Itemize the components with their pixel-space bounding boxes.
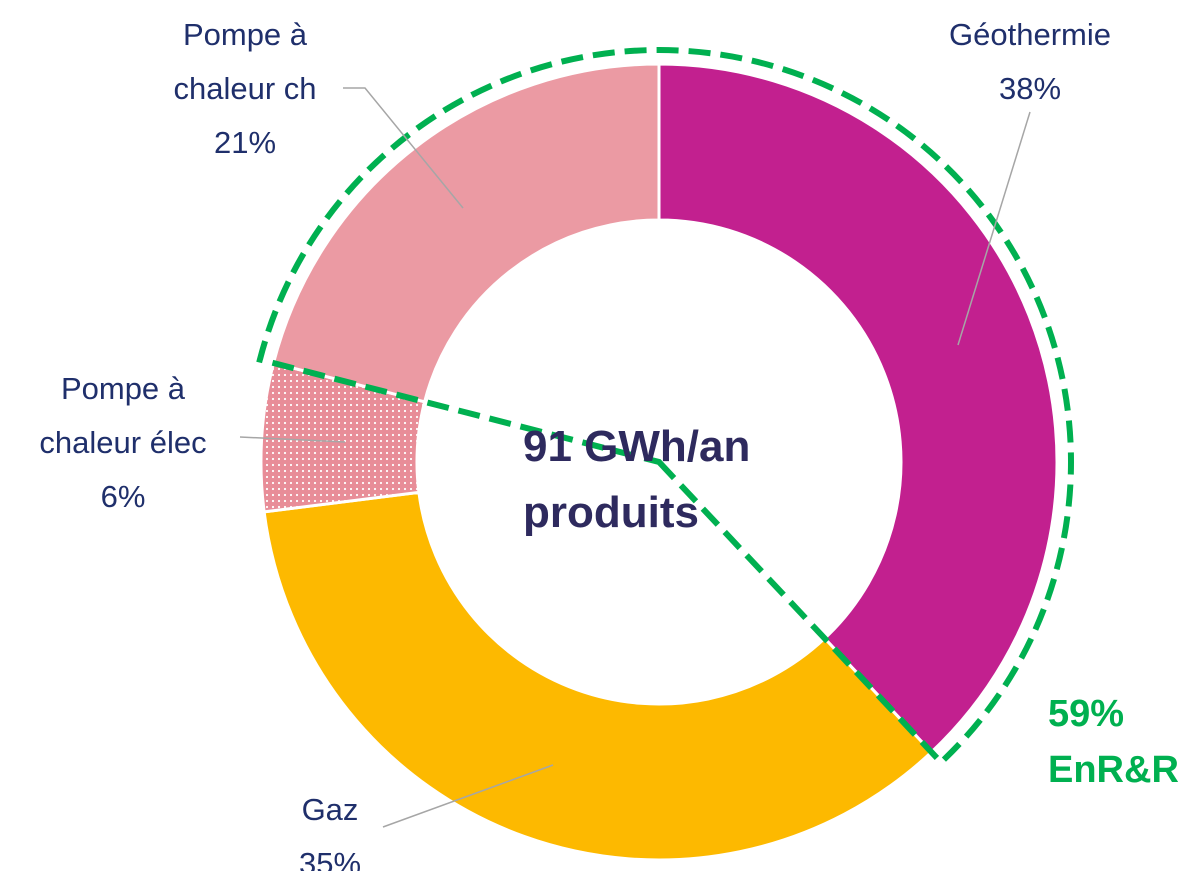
highlight-outline	[256, 47, 1074, 767]
center-text: 91 GWh/an produits	[523, 414, 750, 546]
slice	[262, 490, 934, 862]
category-label: Géothermie	[949, 17, 1111, 52]
highlight-label: 59% EnR&R	[1048, 686, 1179, 798]
value-label: 38%	[998, 71, 1062, 106]
category-label: Pompe à chaleur ch	[173, 17, 317, 106]
value-label: 21%	[213, 125, 277, 160]
leader-line	[382, 764, 554, 828]
leader-line	[957, 111, 1031, 346]
slice-label: Pompe à chaleur ch 21%	[125, 8, 365, 170]
leader-line	[343, 87, 464, 209]
leader-line	[239, 436, 346, 443]
slice	[271, 62, 661, 404]
value-label: 35%	[298, 846, 362, 871]
slice-label: Gaz 35%	[210, 783, 450, 871]
highlight-line: EnR&R	[1048, 749, 1179, 791]
slice	[657, 62, 1059, 755]
value-label: 6%	[100, 479, 146, 514]
category-label: Pompe à chaleur élec	[39, 371, 207, 460]
highlight-line: 59%	[1048, 693, 1125, 735]
slice-label: Pompe à chaleur élec 6%	[3, 362, 243, 524]
category-label: Gaz	[301, 792, 359, 827]
slice-label: Géothermie 38%	[910, 8, 1150, 116]
center-line: produits	[523, 488, 699, 537]
center-line: 91 GWh/an	[523, 422, 751, 471]
